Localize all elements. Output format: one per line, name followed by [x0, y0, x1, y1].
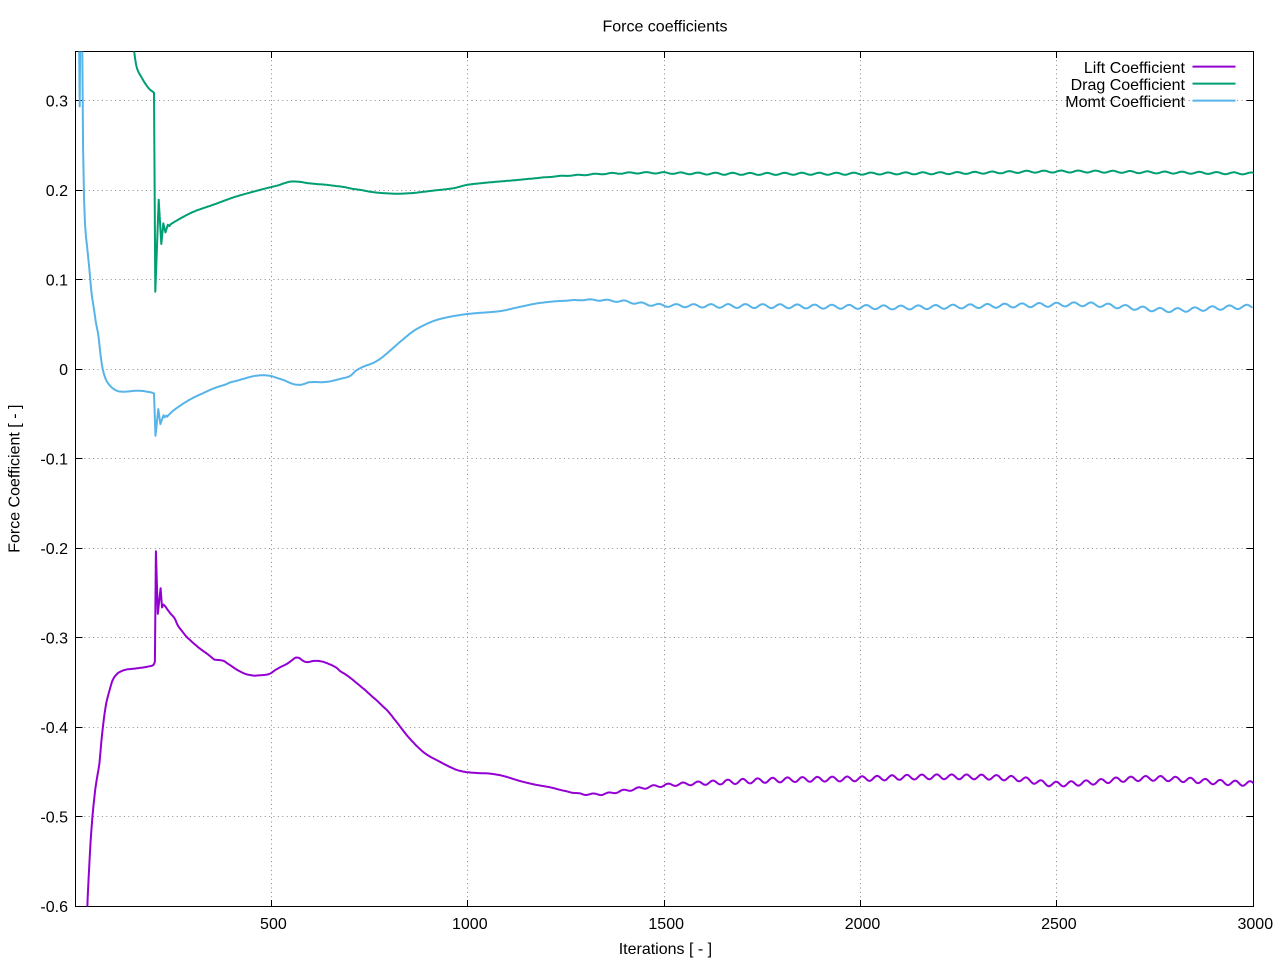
- svg-text:1500: 1500: [648, 916, 684, 933]
- svg-text:Lift Coefficient: Lift Coefficient: [1084, 60, 1186, 77]
- svg-text:0: 0: [59, 362, 68, 379]
- svg-text:-0.5: -0.5: [40, 810, 68, 827]
- svg-text:1000: 1000: [452, 916, 488, 933]
- svg-text:-0.2: -0.2: [40, 541, 68, 558]
- svg-text:-0.3: -0.3: [40, 631, 68, 648]
- svg-text:Momt Coefficient: Momt Coefficient: [1065, 94, 1185, 111]
- svg-text:0.2: 0.2: [46, 183, 68, 200]
- svg-text:Iterations [ - ]: Iterations [ - ]: [619, 941, 712, 958]
- svg-text:Drag Coefficient: Drag Coefficient: [1071, 77, 1186, 94]
- svg-text:0.1: 0.1: [46, 273, 68, 290]
- svg-text:0.3: 0.3: [46, 94, 68, 111]
- svg-text:2500: 2500: [1041, 916, 1077, 933]
- svg-text:3000: 3000: [1238, 916, 1274, 933]
- svg-text:500: 500: [260, 916, 287, 933]
- svg-text:Force Coefficient [ - ]: Force Coefficient [ - ]: [7, 405, 24, 553]
- svg-text:2000: 2000: [845, 916, 881, 933]
- svg-text:-0.6: -0.6: [40, 899, 68, 916]
- svg-text:-0.1: -0.1: [40, 452, 68, 469]
- svg-text:-0.4: -0.4: [40, 720, 68, 737]
- svg-text:Force coefficients: Force coefficients: [602, 19, 727, 36]
